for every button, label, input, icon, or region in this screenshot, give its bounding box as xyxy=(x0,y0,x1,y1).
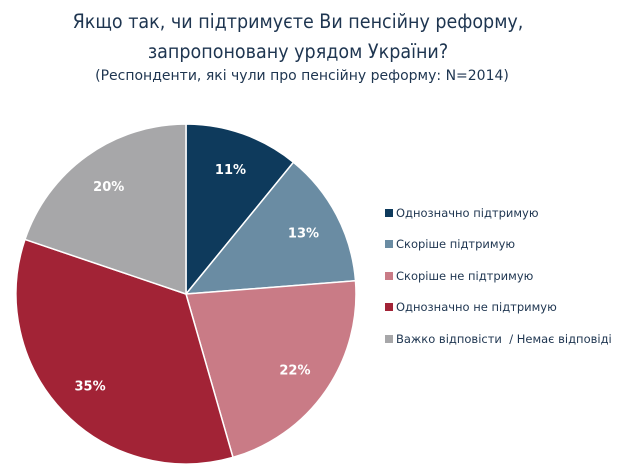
pie-slice xyxy=(185,279,357,459)
legend-label: Однозначно підтримую xyxy=(396,205,539,220)
pie-slice xyxy=(24,123,187,296)
legend-label: Однозначно не підтримую xyxy=(396,300,557,315)
chart-title-line2: запропоновану урядом України? xyxy=(147,40,449,63)
legend-swatch xyxy=(385,240,393,249)
data-label: 35% xyxy=(75,380,106,395)
legend-item: Скоріше підтримую xyxy=(385,229,612,261)
legend-swatch xyxy=(385,271,393,280)
legend: Однозначно підтримую Скоріше підтримую Ско… xyxy=(385,197,612,355)
legend-label: Скоріше підтримую xyxy=(396,237,516,252)
chart-subtitle: (Респонденти, які чули про пенсійну рефо… xyxy=(95,68,509,84)
legend-label: Скоріше не підтримую xyxy=(396,268,534,283)
chart-title: Якщо так, чи підтримуєте Ви пенсійну реф… xyxy=(72,10,524,33)
legend-item: Однозначно підтримую xyxy=(385,197,612,229)
legend-swatch xyxy=(385,334,393,343)
pie-slice xyxy=(185,123,295,297)
legend-item: Скоріше не підтримую xyxy=(385,260,612,292)
legend-swatch xyxy=(385,208,393,217)
legend-label: Важко відповісти / Немає відповіді xyxy=(396,331,612,346)
pie-slice xyxy=(184,161,357,295)
data-label: 20% xyxy=(93,180,124,195)
legend-swatch xyxy=(385,303,393,312)
data-label: 22% xyxy=(279,364,310,379)
legend-item: Важко відповісти / Немає відповіді xyxy=(385,323,612,355)
pie-slice xyxy=(15,238,234,465)
data-label: 11% xyxy=(215,163,246,178)
data-label: 13% xyxy=(288,227,319,242)
legend-item: Однозначно не підтримую xyxy=(385,292,612,324)
